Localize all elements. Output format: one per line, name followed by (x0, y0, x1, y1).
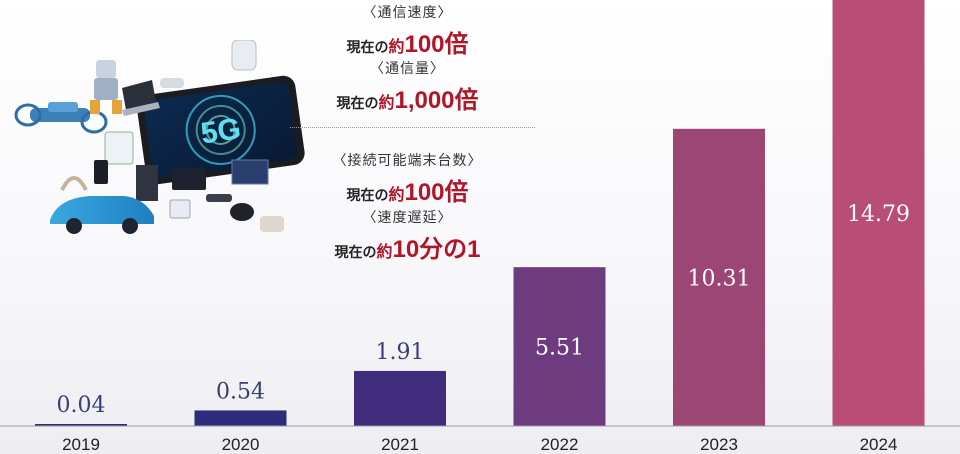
annotation-speed-approx: 約 (388, 39, 405, 56)
server-icon (136, 165, 158, 201)
x-tick-2020: 2020 (222, 435, 260, 454)
value-label-2024: 14.79 (847, 202, 910, 227)
value-label-2023: 10.31 (688, 266, 751, 291)
headphones-icon (60, 176, 88, 191)
value-labels-group: 0.04 0.54 1.91 5.51 10.31 14.79 (57, 202, 910, 418)
bar-2019 (35, 424, 127, 426)
smart-speaker-icon (230, 203, 254, 221)
annotation-latency: 〈速度遅延〉 現在の約10分の1 (300, 207, 515, 264)
car-icon (50, 196, 154, 234)
annotation-volume-value: 1,000倍 (394, 87, 479, 114)
x-tick-2024: 2024 (860, 435, 898, 454)
drone-icon (14, 102, 108, 134)
value-label-2022: 5.51 (535, 336, 584, 361)
bar-2021 (354, 370, 446, 426)
speaker-icon (231, 40, 257, 71)
laptop-icon (122, 80, 160, 116)
annotation-speed-label: 〈通信速度〉 (362, 4, 453, 20)
annotation-latency-value: 10分の1 (392, 236, 481, 263)
value-label-2019: 0.04 (57, 393, 106, 418)
monitor-icon (172, 168, 206, 190)
annotation-devices-approx: 約 (388, 187, 405, 204)
value-label-2021: 1.91 (376, 340, 425, 365)
value-label-2020: 0.54 (216, 379, 265, 404)
annotation-volume-prefix: 現在の (336, 95, 379, 111)
router-icon (206, 194, 232, 202)
annotation-speed-value: 100倍 (404, 31, 469, 58)
smartphone-icon: 5G (136, 75, 305, 185)
annotation-volume-label: 〈通信量〉 (370, 60, 445, 76)
robot-icon (90, 60, 122, 114)
cleaning-robot-icon (260, 216, 284, 232)
annotation-volume-approx: 約 (378, 95, 395, 112)
solar-panel-icon (231, 159, 269, 185)
5g-devices-illustration-icon: 5G (14, 40, 305, 234)
x-tick-2023: 2023 (700, 435, 738, 454)
annotation-devices-prefix: 現在の (346, 187, 389, 203)
x-tick-2021: 2021 (381, 435, 419, 454)
annotation-divider (290, 127, 535, 128)
phone-small-icon (94, 160, 108, 184)
bar-2023 (673, 128, 765, 426)
camera-icon (160, 78, 184, 88)
x-tick-2019: 2019 (62, 435, 100, 454)
annotation-latency-prefix: 現在の (334, 244, 377, 260)
annotation-speed-prefix: 現在の (346, 39, 389, 55)
annotation-speed: 〈通信速度〉 現在の約100倍 (300, 2, 515, 59)
tablet-icon (104, 131, 134, 165)
bars-group (35, 0, 925, 427)
annotation-volume: 〈通信量〉 現在の約1,000倍 (300, 58, 515, 115)
bar-2022 (513, 267, 606, 426)
bar-2020 (194, 410, 287, 426)
annotation-devices-value: 100倍 (404, 179, 469, 206)
annotation-devices-label: 〈接続可能端末台数〉 (332, 152, 483, 168)
annotation-devices: 〈接続可能端末台数〉 現在の約100倍 (300, 150, 515, 207)
x-axis-ticks: 2019 2020 2021 2022 2023 2024 (62, 435, 897, 454)
washing-machine-icon (169, 199, 191, 219)
annotation-latency-approx: 約 (376, 244, 393, 261)
5g-logo-text: 5G (199, 112, 243, 150)
x-tick-2022: 2022 (541, 435, 579, 454)
annotation-latency-label: 〈速度遅延〉 (362, 209, 453, 225)
bar-2024 (832, 0, 925, 427)
